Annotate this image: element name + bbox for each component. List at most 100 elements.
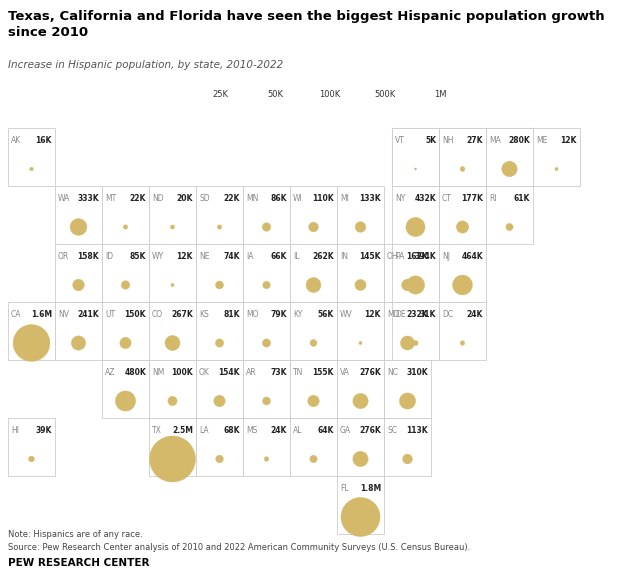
Text: OR: OR bbox=[58, 252, 69, 261]
Text: SD: SD bbox=[199, 194, 210, 203]
Circle shape bbox=[403, 454, 412, 464]
Circle shape bbox=[70, 219, 87, 236]
Text: 22K: 22K bbox=[130, 194, 146, 203]
Bar bbox=[149, 360, 196, 418]
Text: 73K: 73K bbox=[271, 368, 287, 377]
Text: NC: NC bbox=[387, 368, 398, 377]
Text: SC: SC bbox=[387, 426, 397, 435]
Text: NJ: NJ bbox=[442, 252, 450, 261]
Circle shape bbox=[165, 336, 180, 351]
Text: 432K: 432K bbox=[414, 194, 436, 203]
Circle shape bbox=[452, 275, 472, 295]
Text: 68K: 68K bbox=[223, 426, 240, 435]
Text: 262K: 262K bbox=[312, 252, 334, 261]
Bar bbox=[102, 360, 149, 418]
Text: RI: RI bbox=[489, 194, 497, 203]
Bar bbox=[55, 302, 102, 360]
Text: 1.6M: 1.6M bbox=[31, 310, 52, 319]
Circle shape bbox=[120, 337, 131, 348]
Bar bbox=[243, 360, 290, 418]
Circle shape bbox=[502, 161, 517, 177]
Text: 280K: 280K bbox=[508, 136, 530, 145]
Text: IN: IN bbox=[340, 252, 348, 261]
Text: HI: HI bbox=[11, 426, 19, 435]
Circle shape bbox=[214, 395, 225, 407]
Circle shape bbox=[353, 394, 368, 408]
Text: IA: IA bbox=[246, 252, 253, 261]
Circle shape bbox=[355, 280, 366, 291]
Text: 162K: 162K bbox=[406, 252, 428, 261]
Text: 100K: 100K bbox=[172, 368, 193, 377]
Text: 86K: 86K bbox=[271, 194, 287, 203]
Circle shape bbox=[413, 340, 418, 345]
Text: LA: LA bbox=[199, 426, 209, 435]
Bar bbox=[55, 244, 102, 302]
Text: UT: UT bbox=[105, 310, 115, 319]
Text: 64K: 64K bbox=[317, 426, 334, 435]
Bar bbox=[55, 186, 102, 244]
Bar bbox=[102, 244, 149, 302]
Text: Increase in Hispanic population, by state, 2010-2022: Increase in Hispanic population, by stat… bbox=[8, 60, 284, 70]
Circle shape bbox=[29, 167, 33, 171]
Bar bbox=[439, 244, 486, 302]
Text: KY: KY bbox=[293, 310, 302, 319]
Bar bbox=[392, 128, 533, 186]
Circle shape bbox=[13, 324, 50, 362]
Text: MD: MD bbox=[387, 310, 399, 319]
Circle shape bbox=[150, 436, 195, 482]
Bar bbox=[196, 360, 243, 418]
Bar bbox=[196, 186, 243, 244]
Text: OH: OH bbox=[387, 252, 399, 261]
Bar bbox=[384, 244, 431, 302]
Bar bbox=[290, 244, 337, 302]
Text: 12K: 12K bbox=[365, 310, 381, 319]
Text: 2.5M: 2.5M bbox=[172, 426, 193, 435]
Text: WA: WA bbox=[58, 194, 70, 203]
Bar bbox=[243, 302, 290, 360]
Circle shape bbox=[415, 168, 417, 170]
Text: WI: WI bbox=[293, 194, 303, 203]
Circle shape bbox=[121, 281, 130, 289]
Text: PA: PA bbox=[395, 252, 404, 261]
Circle shape bbox=[262, 223, 271, 231]
Circle shape bbox=[262, 339, 271, 347]
Bar bbox=[196, 302, 243, 360]
Circle shape bbox=[359, 341, 362, 344]
Bar bbox=[392, 128, 439, 186]
Text: since 2010: since 2010 bbox=[8, 26, 88, 39]
Text: 145K: 145K bbox=[360, 252, 381, 261]
Circle shape bbox=[73, 279, 84, 291]
Text: MO: MO bbox=[246, 310, 259, 319]
Text: WV: WV bbox=[340, 310, 353, 319]
Circle shape bbox=[456, 221, 468, 233]
Text: 25K: 25K bbox=[212, 90, 228, 99]
Circle shape bbox=[402, 279, 413, 291]
Circle shape bbox=[170, 225, 175, 229]
Circle shape bbox=[506, 224, 513, 231]
Circle shape bbox=[218, 225, 221, 229]
Circle shape bbox=[406, 276, 424, 294]
Text: NE: NE bbox=[199, 252, 209, 261]
Bar bbox=[290, 186, 337, 244]
Text: 81K: 81K bbox=[223, 310, 240, 319]
Text: 276K: 276K bbox=[359, 426, 381, 435]
Circle shape bbox=[171, 283, 174, 287]
Bar bbox=[384, 360, 431, 418]
Bar bbox=[337, 244, 384, 302]
Text: ME: ME bbox=[536, 136, 547, 145]
Text: MS: MS bbox=[246, 426, 257, 435]
Circle shape bbox=[29, 456, 35, 462]
Text: AL: AL bbox=[293, 426, 303, 435]
Circle shape bbox=[355, 222, 366, 232]
Text: 333K: 333K bbox=[77, 194, 99, 203]
Text: 232K: 232K bbox=[406, 310, 428, 319]
Circle shape bbox=[216, 281, 223, 289]
Text: 79K: 79K bbox=[271, 310, 287, 319]
Text: 1M: 1M bbox=[434, 90, 446, 99]
Text: 158K: 158K bbox=[77, 252, 99, 261]
Bar bbox=[8, 302, 55, 360]
Text: 56K: 56K bbox=[317, 310, 334, 319]
Circle shape bbox=[306, 277, 321, 292]
Text: 267K: 267K bbox=[172, 310, 193, 319]
Text: VT: VT bbox=[395, 136, 405, 145]
